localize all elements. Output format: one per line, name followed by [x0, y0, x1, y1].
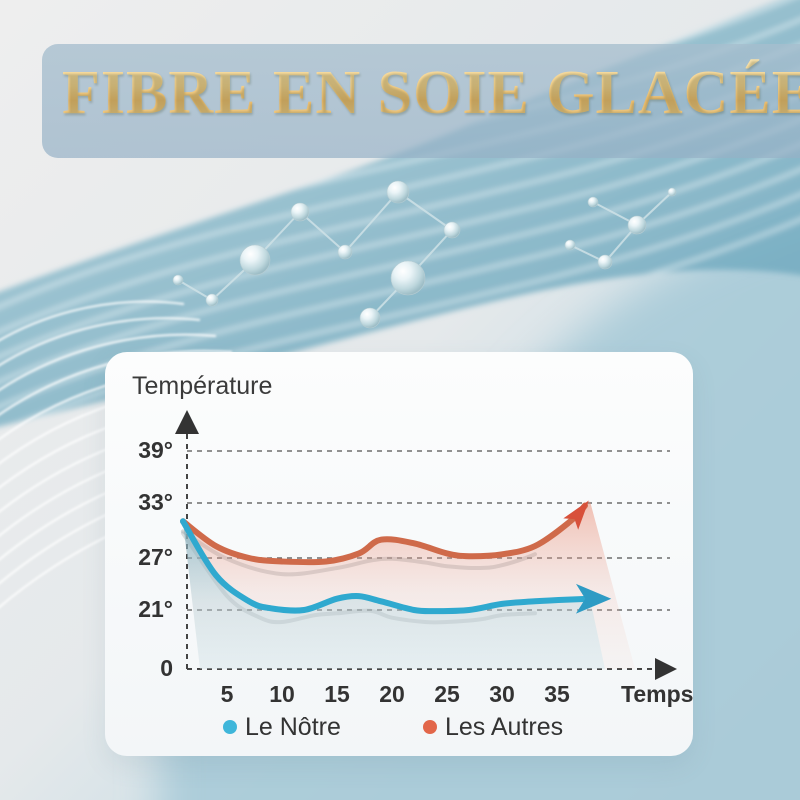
svg-text:Temps: Temps	[621, 681, 693, 707]
svg-text:25: 25	[434, 681, 460, 707]
svg-text:5: 5	[221, 681, 234, 707]
svg-text:33°: 33°	[138, 489, 173, 515]
svg-text:39°: 39°	[138, 437, 173, 463]
svg-text:0: 0	[160, 655, 173, 681]
svg-text:15: 15	[324, 681, 350, 707]
svg-text:35: 35	[544, 681, 570, 707]
svg-text:21°: 21°	[138, 596, 173, 622]
svg-text:10: 10	[269, 681, 295, 707]
svg-text:27°: 27°	[138, 544, 173, 570]
svg-text:20: 20	[379, 681, 405, 707]
svg-text:30: 30	[489, 681, 515, 707]
